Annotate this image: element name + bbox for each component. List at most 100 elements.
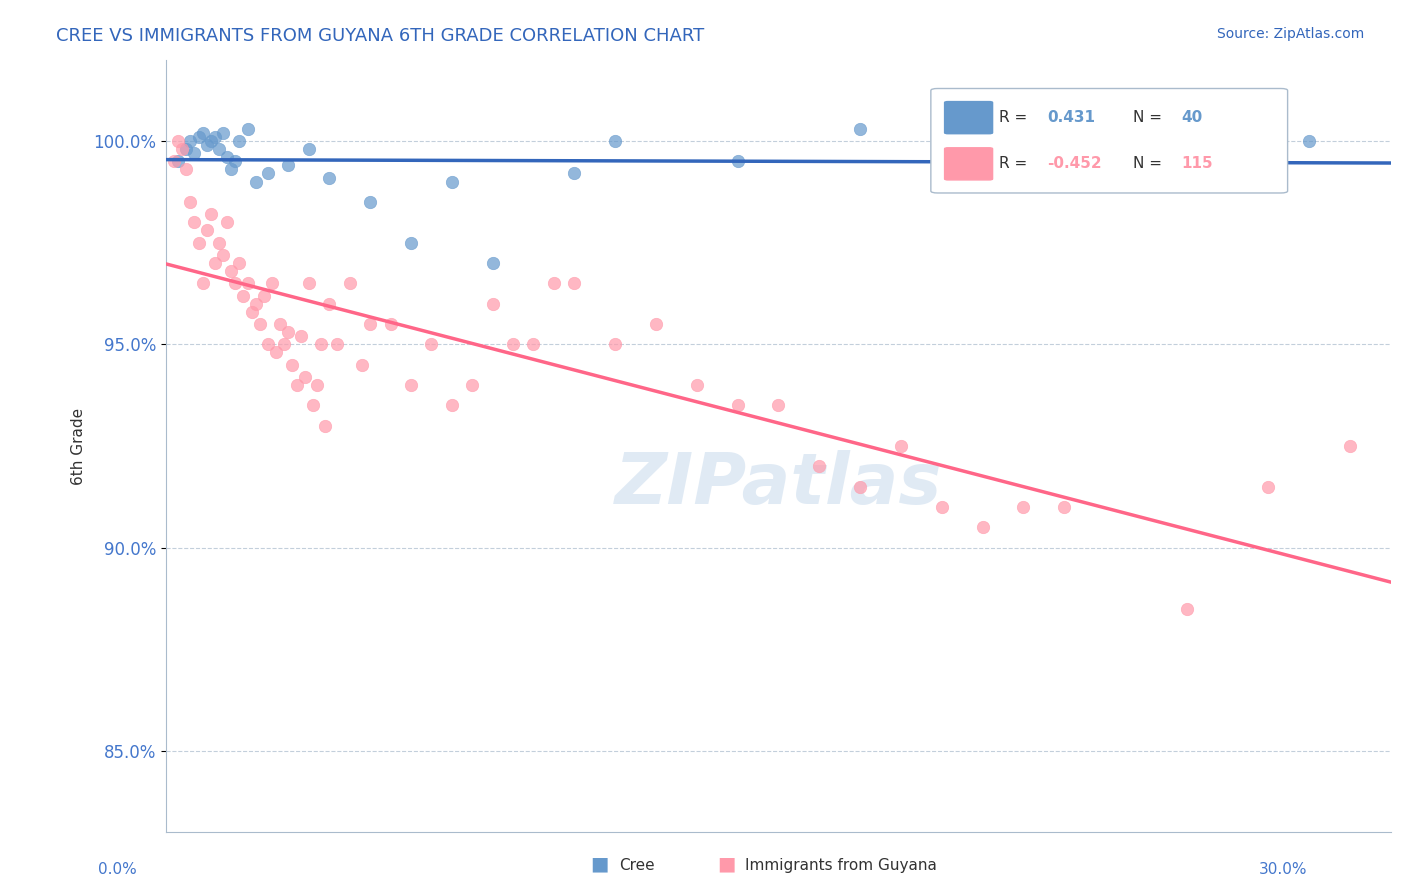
Point <box>808 459 831 474</box>
Point <box>326 337 349 351</box>
Point <box>359 317 381 331</box>
Point <box>298 142 321 156</box>
Point <box>1053 500 1076 514</box>
Point <box>245 175 267 189</box>
Point <box>176 142 198 156</box>
Point <box>603 337 626 351</box>
Point <box>440 398 463 412</box>
Point <box>481 296 503 310</box>
Point <box>305 378 328 392</box>
Point <box>502 337 524 351</box>
Point <box>285 378 308 392</box>
Text: Cree: Cree <box>619 858 654 872</box>
Point <box>972 142 994 156</box>
Point <box>187 235 209 250</box>
Point <box>224 277 246 291</box>
Point <box>187 129 209 144</box>
Point <box>217 150 239 164</box>
Point <box>314 418 336 433</box>
Point <box>204 256 226 270</box>
Point <box>294 369 316 384</box>
Text: Source: ZipAtlas.com: Source: ZipAtlas.com <box>1216 27 1364 41</box>
Point <box>562 277 585 291</box>
Point <box>257 166 280 180</box>
Point <box>849 121 872 136</box>
Point <box>686 378 709 392</box>
Point <box>1257 480 1279 494</box>
Point <box>195 138 218 153</box>
Point <box>219 162 242 177</box>
Point <box>298 277 321 291</box>
Point <box>262 277 284 291</box>
Text: ZIPatlas: ZIPatlas <box>614 450 942 519</box>
Point <box>440 175 463 189</box>
Point <box>224 154 246 169</box>
Point <box>281 358 304 372</box>
Point <box>1175 601 1198 615</box>
Point <box>1298 134 1320 148</box>
Point <box>339 277 361 291</box>
Point <box>228 256 250 270</box>
Point <box>176 162 198 177</box>
Point <box>727 398 749 412</box>
Text: 0.0%: 0.0% <box>98 863 138 877</box>
Point <box>461 378 484 392</box>
Point <box>273 337 295 351</box>
Point <box>277 325 299 339</box>
Point <box>727 154 749 169</box>
Text: 30.0%: 30.0% <box>1260 863 1308 877</box>
Point <box>972 520 994 534</box>
Point <box>232 288 254 302</box>
Point <box>768 398 790 412</box>
Point <box>1339 439 1361 453</box>
Point <box>163 154 186 169</box>
Point <box>264 345 287 359</box>
Point <box>172 142 194 156</box>
Point <box>179 134 201 148</box>
Point <box>191 277 214 291</box>
Point <box>167 134 190 148</box>
Point <box>200 134 222 148</box>
Point <box>195 223 218 237</box>
Point <box>603 134 626 148</box>
Point <box>309 337 332 351</box>
Point <box>183 215 205 229</box>
Point <box>849 480 872 494</box>
Point <box>543 277 565 291</box>
Point <box>217 215 239 229</box>
Text: CREE VS IMMIGRANTS FROM GUYANA 6TH GRADE CORRELATION CHART: CREE VS IMMIGRANTS FROM GUYANA 6TH GRADE… <box>56 27 704 45</box>
Point <box>191 126 214 140</box>
Point <box>236 121 259 136</box>
Y-axis label: 6th Grade: 6th Grade <box>72 408 86 484</box>
Point <box>318 296 340 310</box>
Point <box>359 194 381 209</box>
Point <box>208 142 231 156</box>
Point <box>350 358 373 372</box>
Point <box>420 337 443 351</box>
Point <box>399 235 422 250</box>
Point <box>167 154 190 169</box>
Point <box>277 158 299 172</box>
Point <box>183 146 205 161</box>
Point <box>399 378 422 392</box>
Point <box>236 277 259 291</box>
Point <box>380 317 402 331</box>
Point <box>269 317 291 331</box>
Point <box>253 288 276 302</box>
Point <box>208 235 231 250</box>
Point <box>522 337 544 351</box>
Point <box>562 166 585 180</box>
Point <box>249 317 271 331</box>
Point <box>257 337 280 351</box>
Text: ■: ■ <box>591 855 609 873</box>
Point <box>200 207 222 221</box>
Point <box>204 129 226 144</box>
Point <box>1012 500 1035 514</box>
Point <box>240 305 263 319</box>
Point <box>645 317 668 331</box>
Text: ■: ■ <box>717 855 735 873</box>
Point <box>481 256 503 270</box>
Point <box>212 126 235 140</box>
Point <box>890 439 912 453</box>
Point <box>179 194 201 209</box>
